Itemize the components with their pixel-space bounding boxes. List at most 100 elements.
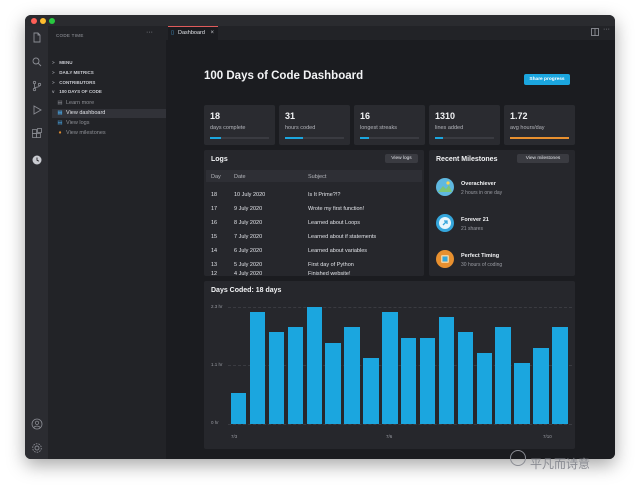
milestone-subtitle: 2 hours in one day (461, 190, 503, 196)
chart-bar (287, 327, 304, 424)
progress-fill (285, 137, 304, 139)
section-label: CONTRIBUTORS (59, 80, 96, 85)
files-icon[interactable] (31, 32, 43, 44)
source-control-icon[interactable] (31, 80, 43, 92)
chart-bar (325, 342, 341, 424)
chart-bar (476, 352, 493, 424)
stat-card-lines-added: 1310 lines added (429, 105, 500, 145)
table-row[interactable]: 12 4 July 2020 Finished website! (204, 271, 424, 283)
grid-line (228, 365, 572, 366)
title-bar (25, 15, 615, 26)
chart-bar (533, 347, 549, 424)
maximize-window-button[interactable] (49, 18, 55, 24)
settings-icon[interactable] (31, 442, 43, 454)
share-progress-button[interactable]: Share progress (524, 74, 570, 85)
more-actions-icon[interactable]: ··· (146, 29, 153, 36)
cell-subject: Finished website! (308, 271, 351, 277)
app-window: CODE TIME ··· > MENU > DAILY METRICS > C… (25, 15, 615, 459)
chart-bar (495, 327, 511, 424)
column-header-day: Day (211, 174, 221, 180)
milestone-subtitle: 30 hours of coding (461, 262, 503, 268)
sidebar-item-view-logs[interactable]: ▤ View logs (52, 119, 166, 128)
x-tick-label: 7/6 (386, 434, 393, 439)
table-row[interactable]: 17 9 July 2020 Wrote my first function! (204, 202, 424, 214)
milestone-item[interactable]: Overachiever 2 hours in one day (429, 178, 575, 202)
sidebar-item-learn-more[interactable]: ▤ Learn more (52, 99, 166, 108)
sidebar-item-label: Learn more (66, 100, 95, 106)
sidebar-item-view-milestones[interactable]: ♦ View milestones (52, 129, 166, 138)
milestones-title: Recent Milestones (436, 156, 498, 163)
cell-subject: First day of Python (308, 262, 354, 268)
editor-area: ▯ Dashboard × ··· 100 Days of Code Dashb… (166, 26, 615, 459)
table-row[interactable]: 18 10 July 2020 Is It Prime?!? (204, 188, 424, 200)
grid-line (228, 424, 572, 425)
stat-label: days complete (210, 125, 246, 131)
sidebar-item-view-dashboard[interactable]: ▦ View dashboard (52, 109, 166, 118)
view-logs-button[interactable]: View logs (385, 154, 418, 163)
cell-day: 18 (211, 192, 218, 198)
search-icon[interactable] (31, 56, 43, 68)
section-label: MENU (59, 60, 73, 65)
stat-label: avg hours/day (510, 125, 545, 131)
cell-subject: Wrote my first function! (308, 206, 365, 212)
cell-date: 4 July 2020 (234, 271, 263, 277)
chart-bar (438, 317, 455, 424)
wechat-logo-icon (510, 450, 526, 466)
section-100-days-of-code[interactable]: v 100 DAYS OF CODE (52, 89, 102, 94)
cell-subject: Is It Prime?!? (308, 192, 341, 198)
sidebar-item-label: View dashboard (66, 110, 106, 116)
debug-icon[interactable] (31, 104, 43, 116)
milestones-panel: Recent Milestones View milestones Overac… (429, 150, 575, 276)
chart-bar (457, 332, 474, 424)
table-row[interactable]: 16 8 July 2020 Learned about Loops (204, 216, 424, 228)
milestone-item[interactable]: Perfect Timing 30 hours of coding (429, 250, 575, 274)
stat-value: 31 (285, 111, 296, 121)
tab-label: Dashboard (178, 30, 205, 36)
more-actions-icon[interactable]: ··· (603, 26, 610, 33)
tab-dashboard[interactable]: ▯ Dashboard × (168, 26, 218, 40)
stat-value: 1.72 (510, 111, 528, 121)
y-tick-label: 2.3 hr (211, 304, 223, 309)
progress-track (510, 137, 569, 139)
section-menu[interactable]: > MENU (52, 60, 73, 65)
chart-bar (552, 327, 568, 424)
share-badge-icon (436, 214, 454, 232)
chart-bar (363, 357, 379, 424)
cell-date: 9 July 2020 (234, 206, 263, 212)
section-contributors[interactable]: > CONTRIBUTORS (52, 80, 95, 85)
days-coded-chart-panel: Days Coded: 18 days 2.3 hr 1.1 hr 0 hr 7… (204, 281, 575, 449)
book-icon: ▤ (57, 100, 63, 106)
code-time-icon[interactable] (31, 154, 43, 166)
chart-bar (514, 362, 530, 424)
milestone-item[interactable]: Forever 21 21 shares (429, 214, 575, 238)
table-header (206, 170, 422, 182)
stat-card-longest-streaks: 16 longest streaks (354, 105, 425, 145)
chart-bar (344, 327, 360, 424)
table-row[interactable]: 13 5 July 2020 First day of Python (204, 258, 424, 270)
chart-bar (382, 312, 398, 424)
extensions-icon[interactable] (31, 128, 43, 140)
chart-bar (231, 393, 247, 424)
close-icon[interactable]: × (210, 30, 214, 36)
milestone-title: Overachiever (461, 181, 496, 187)
cell-date: 7 July 2020 (234, 234, 263, 240)
minimize-window-button[interactable] (40, 18, 46, 24)
cell-date: 10 July 2020 (234, 192, 266, 198)
stat-value: 18 (210, 111, 221, 121)
y-tick-label: 1.1 hr (211, 362, 223, 367)
sidebar-item-label: View logs (66, 120, 90, 126)
table-row[interactable]: 14 6 July 2020 Learned about variables (204, 244, 424, 256)
stat-value: 1310 (435, 111, 456, 121)
account-icon[interactable] (31, 418, 43, 430)
cell-date: 6 July 2020 (234, 248, 263, 254)
close-window-button[interactable] (31, 18, 37, 24)
split-editor-icon[interactable] (591, 28, 599, 38)
dashboard-icon: ▦ (57, 110, 63, 116)
stat-label: hours coded (285, 125, 316, 131)
progress-track (360, 137, 419, 139)
table-row[interactable]: 15 7 July 2020 Learned about if statemen… (204, 230, 424, 242)
section-daily-metrics[interactable]: > DAILY METRICS (52, 70, 94, 75)
cell-date: 8 July 2020 (234, 220, 263, 226)
chevron-right-icon: > (52, 60, 55, 65)
view-milestones-button[interactable]: View milestones (517, 154, 569, 163)
